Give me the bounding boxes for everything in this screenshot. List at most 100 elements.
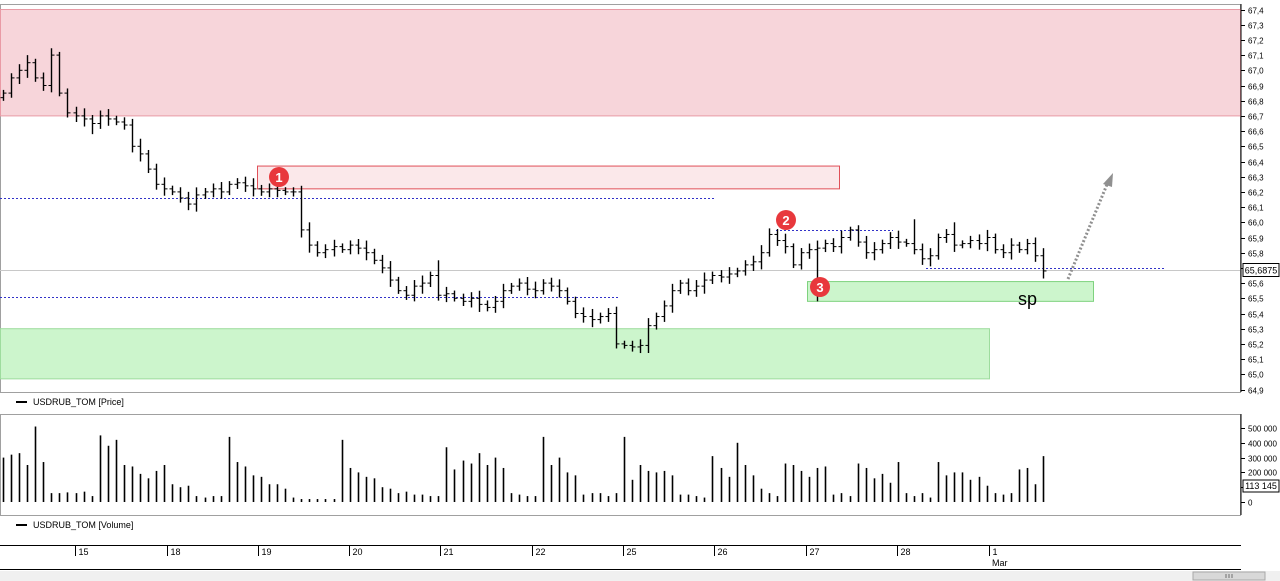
price-bar <box>290 187 297 197</box>
volume-tick-label: 400 000 <box>1248 440 1277 449</box>
price-bar <box>959 240 966 249</box>
price-bar <box>331 239 338 257</box>
price-tick-label: 65,1 <box>1248 356 1264 365</box>
price-bar <box>105 109 112 126</box>
price-tick-label: 67,3 <box>1248 22 1264 31</box>
marker-2-label: 2 <box>782 213 789 228</box>
price-bar <box>81 108 88 127</box>
price-bar <box>468 292 475 308</box>
volume-panel-frame <box>0 414 1241 516</box>
price-bar <box>1040 248 1047 279</box>
price-bar <box>484 300 491 312</box>
price-bar <box>153 163 160 190</box>
price-bar <box>435 260 442 301</box>
dotted-levels <box>0 198 1166 298</box>
day-tick-label: 27 <box>810 547 820 557</box>
day-tick-label: 25 <box>627 547 637 557</box>
price-bar <box>548 277 555 292</box>
price-bar <box>371 248 378 265</box>
price-bar <box>637 339 644 354</box>
price-bar <box>492 295 499 313</box>
price-bar <box>718 270 725 283</box>
price-bar <box>653 312 660 330</box>
price-bar <box>984 229 991 252</box>
price-bar <box>669 283 676 313</box>
day-tick-label: 22 <box>536 547 546 557</box>
price-bar <box>701 272 708 294</box>
price-bar <box>1000 244 1007 259</box>
horizontal-scrollbar[interactable] <box>0 571 1280 581</box>
price-bar <box>427 271 434 288</box>
day-tick-label: 28 <box>901 547 911 557</box>
support-zone <box>0 328 990 380</box>
price-bar <box>161 177 168 196</box>
marker-1-label: 1 <box>275 170 282 185</box>
price-bar <box>758 245 765 270</box>
price-tick-label: 66,7 <box>1248 113 1264 122</box>
price-bar <box>524 276 531 296</box>
price-bar <box>250 178 257 197</box>
price-bar <box>234 178 241 189</box>
price-bar <box>460 293 467 306</box>
price-bar <box>185 191 192 211</box>
price-bar <box>605 308 612 322</box>
price-bar <box>347 240 354 255</box>
price-bar <box>322 244 329 259</box>
zone-1 <box>257 165 840 190</box>
price-bar <box>992 233 999 254</box>
zones <box>0 9 1241 380</box>
price-bar <box>580 307 587 323</box>
price-bar <box>855 225 862 247</box>
price-bar <box>177 187 184 203</box>
price-bar <box>40 72 47 91</box>
price-bar <box>242 176 249 192</box>
resistance-zone <box>0 9 1241 117</box>
price-bar <box>16 64 23 85</box>
price-bar <box>1032 237 1039 262</box>
price-bar <box>976 234 983 250</box>
price-bar <box>847 226 854 241</box>
day-tick-label: 1 <box>993 547 998 557</box>
price-bar <box>379 254 386 274</box>
price-bar <box>355 238 362 255</box>
price-bar <box>32 58 39 82</box>
zone-3 <box>807 281 1094 302</box>
time-axis: 15 18 19 20 21 22 25 26 27 28 1 Mar <box>0 545 1241 570</box>
price-bar <box>629 340 636 352</box>
price-bar <box>774 229 781 246</box>
price-bar <box>89 115 96 135</box>
price-bar <box>226 181 233 196</box>
price-bar <box>621 340 628 349</box>
price-bar <box>193 187 200 212</box>
sp-annotation: sp <box>1018 289 1037 309</box>
price-bar <box>395 276 402 294</box>
price-bar <box>282 187 289 196</box>
price-bar <box>532 281 539 299</box>
price-bar <box>411 280 418 302</box>
price-bar <box>419 275 426 294</box>
price-bar <box>451 290 458 302</box>
price-bar <box>709 271 716 284</box>
price-bar <box>258 184 265 196</box>
volume-tick-label: 0 <box>1248 499 1253 508</box>
price-bar <box>314 241 321 257</box>
price-bar <box>298 185 305 238</box>
price-tick-label: 66,9 <box>1248 83 1264 92</box>
price-bar <box>137 138 144 162</box>
price-bar <box>266 183 273 198</box>
price-bars <box>0 48 1047 354</box>
price-bar <box>903 238 910 247</box>
price-bar <box>895 230 902 249</box>
price-bar <box>363 240 370 261</box>
price-bar <box>516 278 523 291</box>
price-bar <box>121 117 128 130</box>
price-bar <box>564 287 571 305</box>
price-bar <box>677 279 684 294</box>
price-bar <box>589 308 596 328</box>
price-bar <box>145 149 152 174</box>
price-bar <box>919 243 926 265</box>
price-bar <box>943 229 950 243</box>
day-tick-label: 21 <box>444 547 454 557</box>
price-bar <box>476 290 483 312</box>
price-bar <box>863 235 870 259</box>
